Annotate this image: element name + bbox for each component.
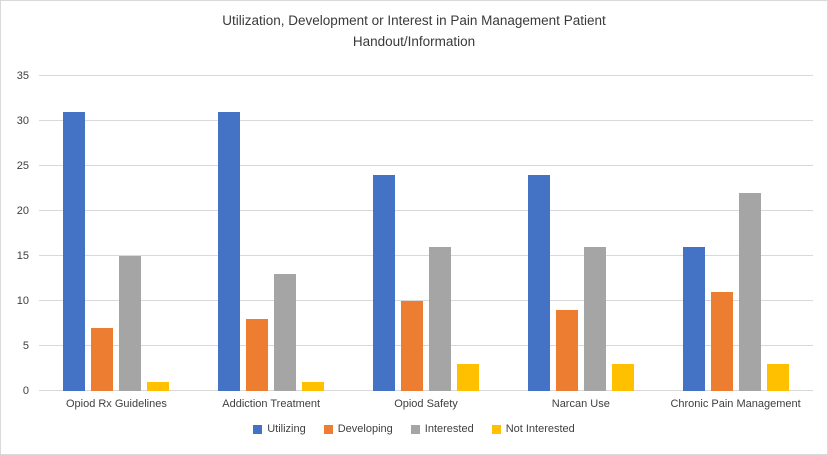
legend-label: Utilizing	[267, 423, 306, 435]
bar-not-interested	[611, 364, 634, 391]
y-tick-label: 30	[16, 115, 29, 127]
gridline	[39, 165, 813, 166]
x-category-label: Narcan Use	[551, 398, 610, 410]
legend: Utilizing Developing Interested Not Interes…	[1, 423, 827, 435]
legend-label: Interested	[424, 423, 474, 435]
y-tick-label: 25	[16, 160, 29, 172]
bar-group	[194, 76, 349, 391]
bar-utilizing	[682, 247, 705, 391]
bar-developing	[710, 292, 733, 391]
y-tick-label: 0	[22, 385, 29, 397]
chart-title: Utilization, Development or Interest in …	[1, 10, 827, 52]
bar-interested	[119, 256, 142, 391]
legend-item-utilizing: Utilizing	[253, 423, 306, 435]
gridline	[39, 210, 813, 211]
bar-group	[39, 76, 194, 391]
legend-marker	[410, 424, 420, 434]
x-category-label: Addiction Treatment	[222, 398, 321, 410]
legend-item-interested: Interested	[410, 423, 474, 435]
y-tick-label: 15	[16, 250, 29, 262]
bar-group	[658, 76, 813, 391]
bar-interested	[274, 274, 297, 391]
bar-developing	[555, 310, 578, 391]
y-tick-label: 20	[16, 205, 29, 217]
y-tick-label: 10	[16, 295, 29, 307]
bar-developing	[400, 301, 423, 391]
gridline	[39, 300, 813, 301]
y-tick-label: 5	[22, 340, 29, 352]
bar-utilizing	[63, 112, 86, 391]
legend-marker	[323, 424, 333, 434]
bar-not-interested	[456, 364, 479, 391]
bar-group	[349, 76, 504, 391]
bar-not-interested	[147, 382, 170, 391]
legend-label: Developing	[337, 423, 393, 435]
chart-title-line2: Handout/Information	[352, 34, 476, 49]
bar-interested	[738, 193, 761, 391]
gridline	[39, 255, 813, 256]
bar-interested	[428, 247, 451, 391]
legend-label: Not Interested	[505, 423, 575, 435]
bar-group	[503, 76, 658, 391]
gridline	[39, 390, 813, 391]
gridline	[39, 345, 813, 346]
chart-title-line1: Utilization, Development or Interest in …	[222, 13, 606, 28]
bar-developing	[91, 328, 114, 391]
bar-groups	[39, 76, 813, 391]
bar-utilizing	[218, 112, 241, 391]
x-axis-labels: Opiod Rx Guidelines Addiction Treatment Op…	[39, 398, 813, 410]
bar-utilizing	[527, 175, 550, 391]
legend-item-not-interested: Not Interested	[491, 423, 575, 435]
bar-utilizing	[372, 175, 395, 391]
x-category-label: Opiod Rx Guidelines	[65, 398, 167, 410]
y-tick-label: 35	[16, 70, 29, 82]
bar-interested	[583, 247, 606, 391]
x-category-label: Opiod Safety	[394, 398, 458, 410]
x-category-label: Chronic Pain Management	[670, 398, 801, 410]
gridline	[39, 120, 813, 121]
legend-marker	[491, 424, 501, 434]
plot-area	[39, 75, 813, 391]
gridline	[39, 75, 813, 76]
legend-item-developing: Developing	[323, 423, 393, 435]
legend-marker	[253, 424, 263, 434]
bar-developing	[246, 319, 269, 391]
bar-not-interested	[302, 382, 325, 391]
bar-not-interested	[766, 364, 789, 391]
